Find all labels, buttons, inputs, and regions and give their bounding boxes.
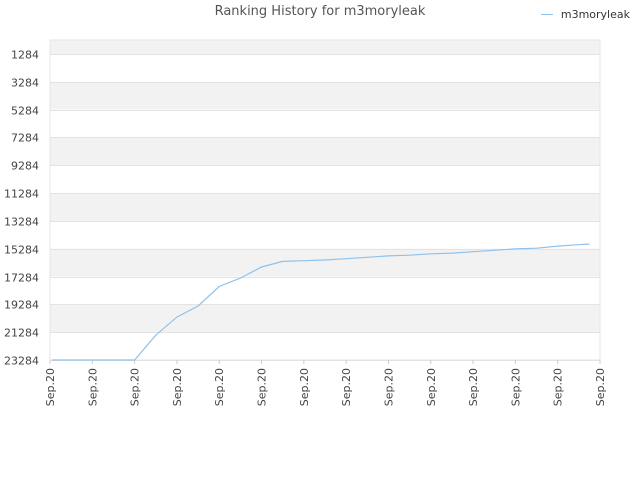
x-tick-label: Sep.20 [129, 368, 142, 406]
series-line-m3moryleak [52, 243, 590, 361]
y-axis-ticks: 1284 3284 5284 7284 9284 11284 13284 15284 17284… [4, 49, 39, 368]
y-tick-label: 9284 [11, 160, 39, 173]
grid-band [50, 40, 600, 54]
y-tick-label: 13284 [4, 216, 39, 229]
x-tick-label: Sep.20 [467, 368, 480, 406]
x-tick-label: Sep.20 [44, 368, 57, 406]
legend-swatch [540, 14, 553, 15]
legend-label: m3moryleak [560, 8, 630, 21]
x-tick-label: Sep.20 [594, 368, 607, 406]
x-tick-label: Sep.20 [382, 368, 395, 406]
y-tick-label: 3284 [11, 77, 39, 90]
x-tick-label: Sep.20 [425, 368, 438, 406]
legend: m3moryleak [540, 8, 630, 21]
y-tick-label: 7284 [11, 132, 39, 145]
chart-title: Ranking History for m3moryleak [214, 4, 426, 19]
grid-bands [50, 40, 600, 333]
y-tick-label: 11284 [4, 188, 39, 201]
x-tick-label: Sep.20 [171, 368, 184, 406]
y-tick-label: 17284 [4, 272, 39, 285]
y-tick-label: 15284 [4, 244, 39, 257]
y-tick-label: 23284 [4, 355, 39, 368]
y-tick-label: 1284 [11, 49, 39, 62]
grid-band [50, 248, 600, 277]
x-tick-label: Sep.20 [213, 368, 226, 406]
x-tick-label: Sep.20 [340, 368, 353, 406]
series-layer [52, 243, 590, 361]
x-axis-ticks: Sep.20 Sep.20 Sep.20 Sep.20 Sep.20 Sep.20 Sep.… [44, 360, 607, 406]
grid-band [50, 304, 600, 333]
x-tick-label: Sep.20 [86, 368, 99, 406]
x-tick-label: Sep.20 [552, 368, 565, 406]
x-tick-label: Sep.20 [256, 368, 269, 406]
x-tick-label: Sep.20 [509, 368, 522, 406]
grid-band [50, 137, 600, 166]
y-tick-label: 5284 [11, 105, 39, 118]
y-tick-label: 19284 [4, 299, 39, 312]
grid-band [50, 81, 600, 110]
grid-band [50, 193, 600, 221]
y-tick-label: 21284 [4, 327, 39, 340]
x-tick-label: Sep.20 [298, 368, 311, 406]
